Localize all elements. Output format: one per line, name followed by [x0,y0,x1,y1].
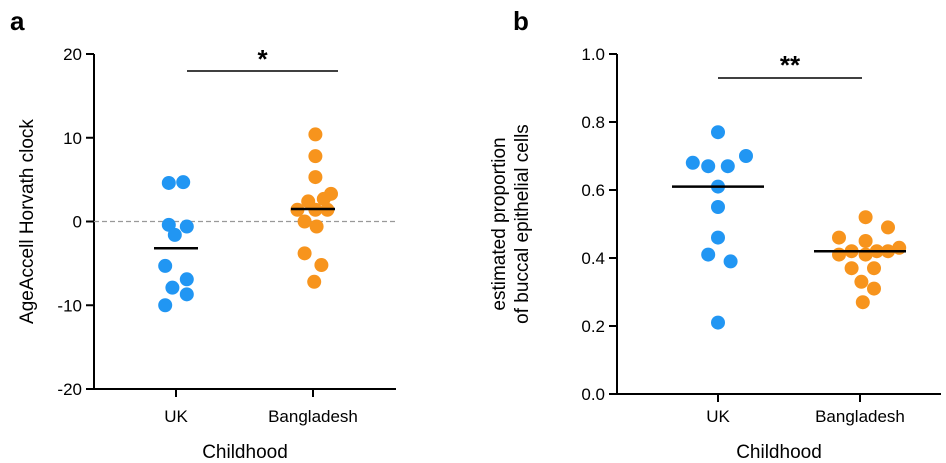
y-tick-label: 0.8 [581,113,605,132]
y-tick-label: 1.0 [581,45,605,64]
y-tick-label: 0.6 [581,181,605,200]
data-point-uk [158,258,173,273]
data-point-uk [701,159,716,174]
y-tick-label: -10 [57,296,82,315]
data-point-uk [711,230,725,245]
data-point-bangladesh [314,258,329,273]
data-point-bangladesh [855,295,870,310]
data-point-bangladesh [308,149,323,164]
x-tick-label: Bangladesh [815,407,905,426]
significance-stars: ** [780,50,801,80]
data-point-bangladesh [844,261,859,276]
data-point-uk [179,287,194,302]
y-tick-label: 10 [63,129,82,148]
x-axis-title: Childhood [736,442,822,463]
data-point-bangladesh [881,220,895,235]
data-point-uk [711,200,725,214]
data-point-uk [161,217,176,232]
data-point-uk [165,280,180,295]
data-point-bangladesh [858,210,873,225]
y-axis-title: estimated proportion [489,137,510,310]
data-point-uk [167,227,182,242]
data-point-bangladesh [316,191,331,206]
data-point-bangladesh [867,281,881,296]
data-point-bangladesh [832,230,846,245]
y-tick-label: -20 [57,380,82,399]
significance-stars: * [257,44,268,74]
x-tick-label: Bangladesh [268,407,358,426]
panel-a: a -20 -10 0 10 20 UK Bangladesh Childhood AgeAcce… [10,6,396,463]
y-tick-label: 0.4 [581,249,605,268]
data-point-bangladesh [832,247,846,262]
y-tick-label: 0 [73,213,82,232]
y-tick-label: 0.0 [581,385,605,404]
data-point-bangladesh [858,234,873,248]
y-tick-label: 20 [63,45,82,64]
data-point-uk [179,272,194,287]
data-point-bangladesh [309,219,324,234]
panel-b: b 0.0 0.2 0.4 0.6 0.8 1.0 UK Bangladesh Childhood… [489,6,941,463]
panel-letter: b [513,6,529,36]
data-point-uk [176,175,191,190]
data-point-bangladesh [308,127,323,142]
y-tick-label: 0.2 [581,317,605,336]
data-point-uk [723,254,738,269]
data-point-uk [711,125,725,140]
data-point-uk [720,159,735,174]
data-point-uk [739,149,753,163]
data-point-uk [711,315,725,330]
y-axis-title: AgeAccell Horvath clock [17,119,38,324]
data-point-bangladesh [307,274,322,289]
y-axis-title: of buccal epithelial cells [512,124,533,324]
data-point-bangladesh [867,261,881,276]
data-point-uk [161,175,176,190]
panel-letter: a [10,6,25,36]
data-point-uk [701,247,716,262]
data-point-bangladesh [297,246,312,261]
data-point-bangladesh [308,170,323,185]
data-point-uk [158,298,173,313]
x-tick-label: UK [164,407,188,426]
x-axis-title: Childhood [202,442,288,463]
x-tick-label: UK [706,407,730,426]
data-point-uk [685,155,700,170]
data-point-uk [179,219,194,234]
data-point-bangladesh [297,214,312,229]
data-point-bangladesh [854,274,869,289]
